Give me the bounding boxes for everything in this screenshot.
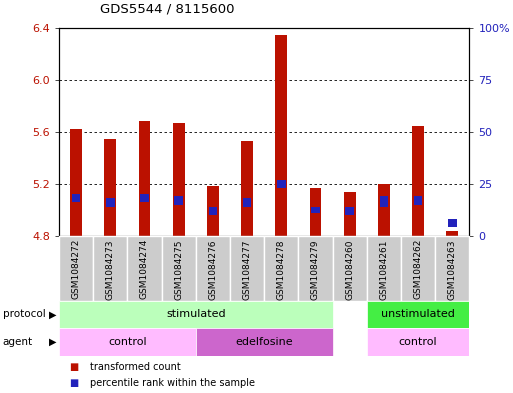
Bar	[367, 301, 469, 328]
Bar	[104, 140, 116, 236]
Bar	[174, 196, 183, 204]
Text: GSM1084274: GSM1084274	[140, 239, 149, 299]
Text: ■: ■	[69, 362, 78, 372]
Text: GSM1084262: GSM1084262	[413, 239, 423, 299]
Bar	[311, 207, 320, 213]
Text: ▶: ▶	[49, 309, 56, 320]
Text: unstimulated: unstimulated	[381, 309, 455, 320]
Text: ▶: ▶	[49, 337, 56, 347]
Bar	[378, 184, 390, 236]
Bar	[196, 328, 332, 356]
Text: GSM1084272: GSM1084272	[72, 239, 81, 299]
Text: GSM1084273: GSM1084273	[106, 239, 115, 299]
Bar	[93, 236, 127, 301]
Bar	[299, 236, 332, 301]
Bar	[106, 198, 114, 207]
Text: GSM1084260: GSM1084260	[345, 239, 354, 299]
Text: control: control	[399, 337, 438, 347]
Bar	[275, 35, 287, 236]
Bar	[367, 328, 469, 356]
Bar	[140, 194, 149, 202]
Text: control: control	[108, 337, 147, 347]
Bar	[162, 236, 196, 301]
Bar	[380, 196, 388, 207]
Bar	[332, 236, 367, 301]
Text: stimulated: stimulated	[166, 309, 226, 320]
Text: GSM1084277: GSM1084277	[243, 239, 251, 299]
Bar	[59, 328, 196, 356]
Text: GSM1084261: GSM1084261	[380, 239, 388, 299]
Bar	[446, 231, 458, 236]
Bar	[139, 121, 150, 236]
Bar	[59, 301, 332, 328]
Text: edelfosine: edelfosine	[235, 337, 293, 347]
Bar	[345, 207, 354, 215]
Bar	[127, 236, 162, 301]
Bar	[230, 236, 264, 301]
Bar	[59, 236, 93, 301]
Text: GSM1084263: GSM1084263	[448, 239, 457, 299]
Text: GSM1084276: GSM1084276	[208, 239, 218, 299]
Bar	[241, 141, 253, 236]
Bar	[277, 180, 286, 188]
Bar	[414, 196, 422, 204]
Bar	[448, 219, 457, 228]
Text: GSM1084278: GSM1084278	[277, 239, 286, 299]
Bar	[435, 236, 469, 301]
Text: protocol: protocol	[3, 309, 45, 320]
Bar	[264, 236, 299, 301]
Bar	[207, 186, 219, 236]
Bar	[412, 127, 424, 236]
Bar	[72, 194, 81, 202]
Bar	[173, 123, 185, 236]
Text: GSM1084279: GSM1084279	[311, 239, 320, 299]
Bar	[70, 129, 82, 236]
Bar	[196, 236, 230, 301]
Text: agent: agent	[3, 337, 33, 347]
Text: GSM1084275: GSM1084275	[174, 239, 183, 299]
Text: transformed count: transformed count	[90, 362, 181, 372]
Text: percentile rank within the sample: percentile rank within the sample	[90, 378, 255, 388]
Text: ■: ■	[69, 378, 78, 388]
Bar	[367, 236, 401, 301]
Bar	[401, 236, 435, 301]
Text: GDS5544 / 8115600: GDS5544 / 8115600	[100, 3, 234, 16]
Bar	[344, 191, 356, 236]
Bar	[209, 207, 217, 215]
Bar	[309, 187, 322, 236]
Bar	[243, 198, 251, 207]
